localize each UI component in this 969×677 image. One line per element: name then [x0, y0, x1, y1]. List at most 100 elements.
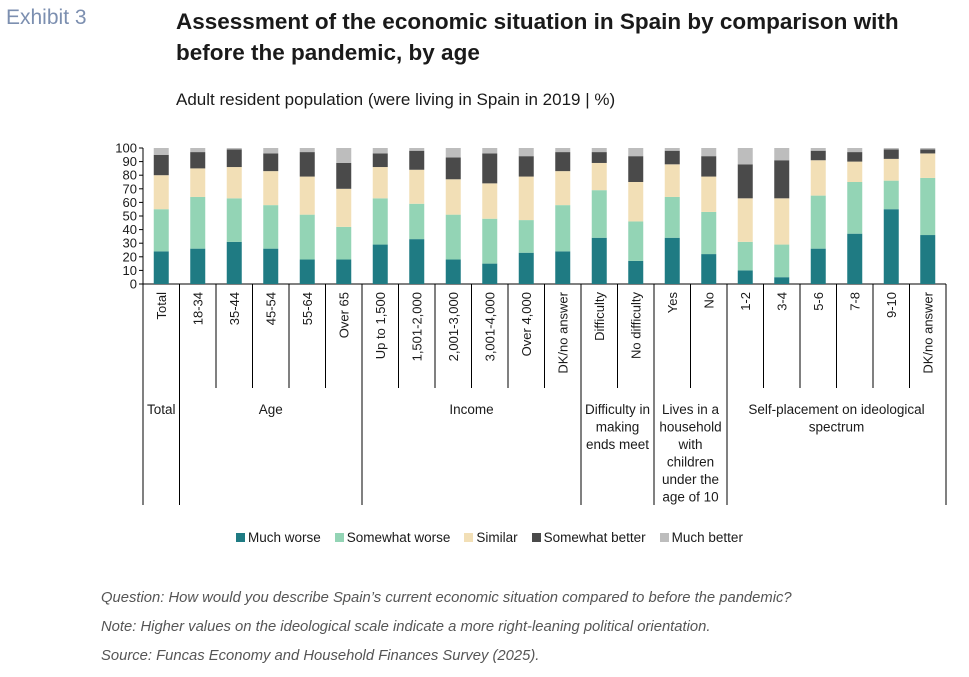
bar-segment: [591, 162, 607, 191]
y-tick-label: 60: [123, 195, 137, 210]
bar-segment: [883, 209, 899, 284]
bar-segment: [847, 161, 863, 182]
bar-segment: [445, 259, 461, 284]
bar-segment: [810, 150, 826, 161]
bar-segment: [774, 160, 790, 199]
bar-segment: [920, 235, 936, 284]
bar-segment: [153, 154, 169, 176]
bar-segment: [628, 182, 644, 222]
bar-segment: [445, 214, 461, 260]
bar-segment: [190, 152, 206, 169]
x-tick-label: 1-2: [738, 292, 753, 311]
bar-segment: [263, 171, 279, 206]
bar-segment: [774, 198, 790, 245]
bar-segment: [372, 244, 388, 284]
bar-segment: [190, 168, 206, 197]
bar-segment: [555, 205, 571, 252]
legend-swatch: [659, 533, 669, 542]
bar-segment: [190, 248, 206, 284]
bar-segment: [482, 183, 498, 219]
bar-segment: [737, 270, 753, 284]
bar-segment: [847, 148, 863, 153]
bar-segment: [664, 164, 680, 197]
bar-segment: [847, 152, 863, 162]
y-tick-label: 100: [115, 141, 137, 156]
group-label: Lives in a household with children under the…: [659, 402, 721, 505]
bar-segment: [518, 148, 534, 157]
bar-segment: [701, 156, 717, 177]
bar-segment: [737, 164, 753, 199]
bar-segment: [153, 148, 169, 155]
bar-segment: [445, 179, 461, 215]
x-tick-label: DK/no answer: [920, 291, 935, 373]
group-label: Self-placement on ideological spectrum: [748, 402, 924, 435]
bar-segment: [226, 241, 242, 284]
bar-segment: [920, 149, 936, 154]
bar-segment: [190, 148, 206, 153]
bar-segment: [774, 148, 790, 161]
bar-segment: [263, 148, 279, 154]
legend-label: Similar: [476, 530, 518, 545]
y-tick-label: 50: [123, 209, 137, 224]
bar-segment: [336, 226, 352, 260]
bar-segment: [263, 153, 279, 172]
bar-segment: [263, 205, 279, 249]
bar-segment: [774, 277, 790, 284]
group-label: Difficulty in making ends meet: [585, 402, 650, 452]
x-tick-label: 3,001-4,000: [482, 292, 497, 361]
x-tick-label: 1,501-2,000: [409, 292, 424, 361]
bar-segment: [701, 211, 717, 255]
bar-segment: [664, 148, 680, 151]
bar-segment: [810, 148, 826, 151]
legend-item: Somewhat better: [531, 530, 646, 545]
bar-segment: [409, 239, 425, 284]
bar-segment: [920, 153, 936, 178]
bar-segment: [226, 198, 242, 242]
legend-label: Much better: [671, 530, 743, 545]
y-tick-label: 0: [130, 277, 137, 292]
group-label: Age: [259, 402, 283, 417]
y-tick-label: 30: [123, 236, 137, 251]
bar-segment: [810, 195, 826, 249]
bar-segment: [299, 176, 315, 215]
x-tick-label: 18-34: [190, 292, 205, 325]
legend-item: Much worse: [236, 530, 321, 545]
bar-segment: [883, 148, 899, 150]
y-tick-label: 10: [123, 263, 137, 278]
x-tick-label: 2,001-3,000: [446, 292, 461, 361]
exhibit-label: Exhibit 3: [6, 6, 87, 29]
bar-segment: [591, 237, 607, 284]
bar-segment: [628, 260, 644, 284]
bar-segment: [518, 220, 534, 253]
legend-swatch: [334, 533, 344, 542]
bar-segment: [518, 176, 534, 221]
bar-segment: [737, 198, 753, 242]
y-tick-label: 90: [123, 154, 137, 169]
bar-segment: [701, 254, 717, 284]
legend-swatch: [531, 533, 541, 542]
group-label: Income: [449, 402, 493, 417]
y-tick-label: 80: [123, 168, 137, 183]
x-tick-label: 55-64: [300, 292, 315, 325]
bar-segment: [372, 167, 388, 199]
bar-segment: [299, 259, 315, 284]
bar-segment: [664, 196, 680, 238]
bar-segment: [299, 152, 315, 177]
scale-note: Note: Higher values on the ideological s…: [101, 619, 711, 635]
x-tick-label: 45-54: [263, 292, 278, 325]
bar-segment: [409, 150, 425, 170]
bar-segment: [664, 237, 680, 284]
chart-legend: Much worse Somewhat worse Similar Somewhat …: [236, 530, 757, 545]
bar-segment: [336, 188, 352, 227]
bar-segment: [153, 175, 169, 210]
source-note: Source: Funcas Economy and Household Fin…: [101, 648, 540, 664]
bar-segment: [153, 251, 169, 284]
legend-item: Similar: [464, 530, 518, 545]
bar-segment: [153, 209, 169, 252]
x-tick-label: Over 4,000: [519, 292, 534, 356]
bar-segment: [920, 148, 936, 150]
legend-label: Much worse: [248, 530, 321, 545]
bar-segment: [409, 203, 425, 240]
group-label: Total: [147, 402, 176, 417]
